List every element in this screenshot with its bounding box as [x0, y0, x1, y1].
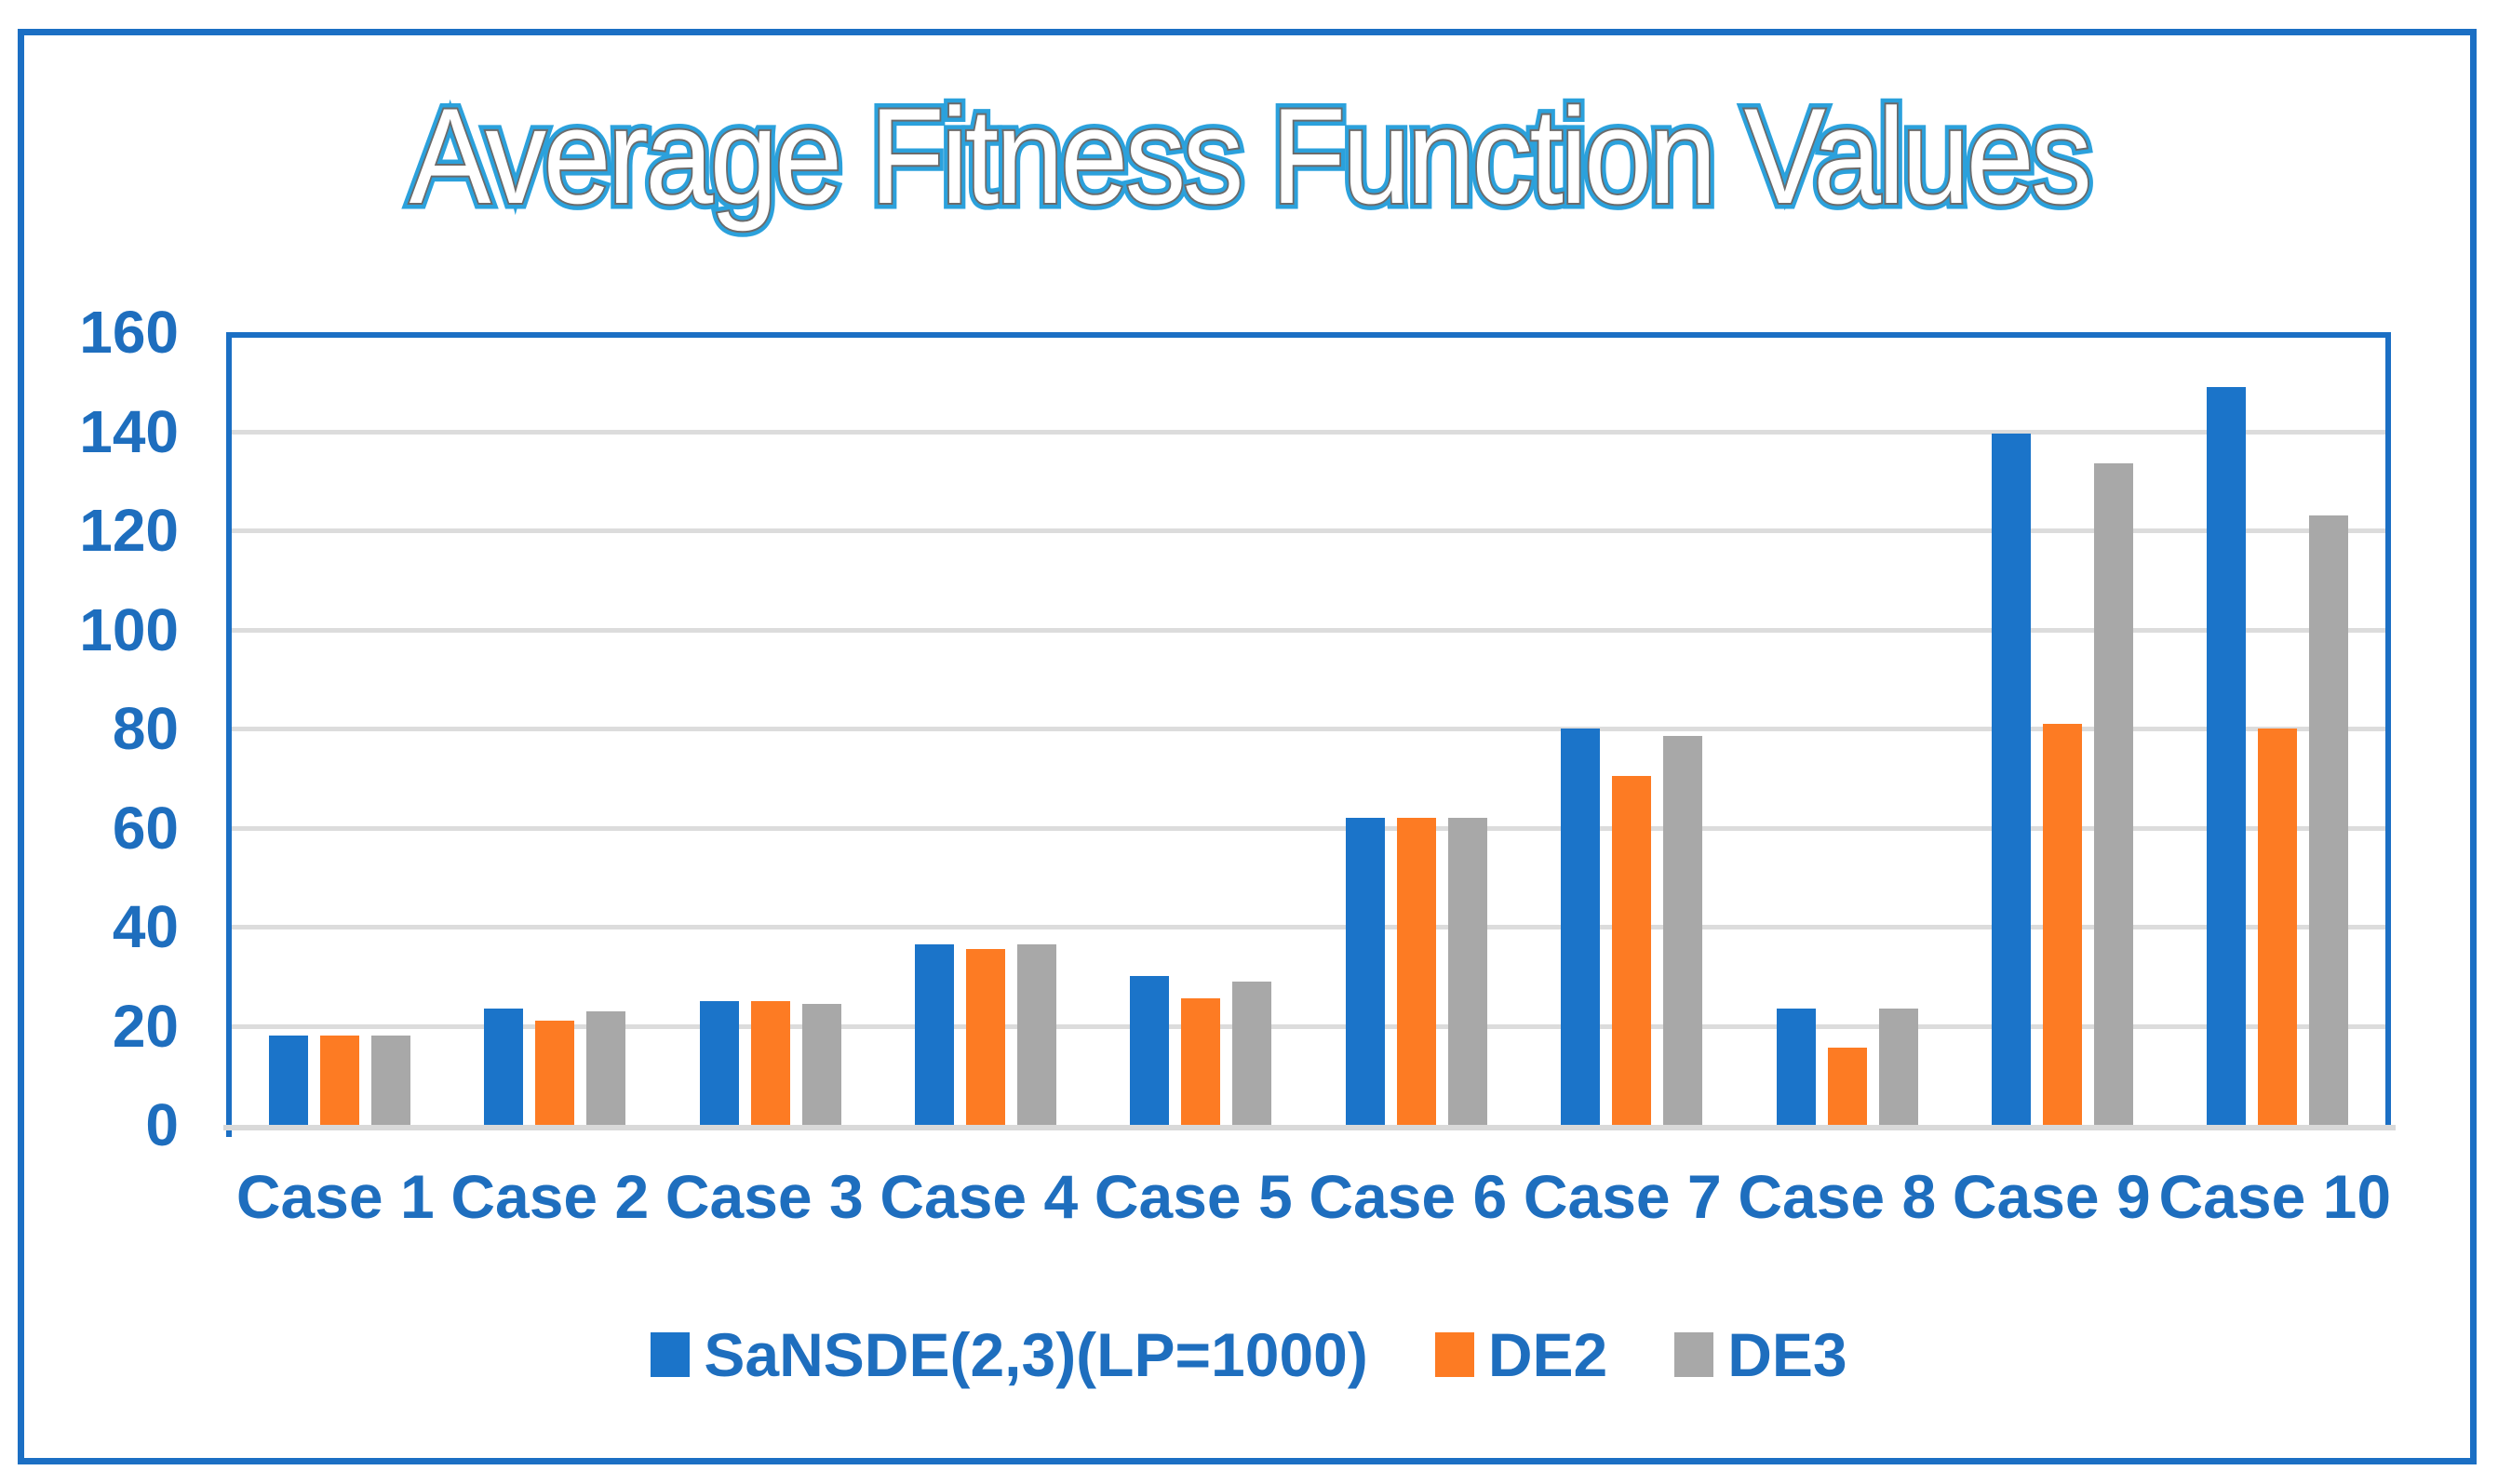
bar-sansde-2-3-lp-1000 — [1130, 976, 1170, 1125]
legend-item: DE2 — [1434, 1319, 1608, 1390]
chart-title-innerline-layer: Average Fitness Function Values — [408, 78, 2094, 234]
bar-sansde-2-3-lp-1000 — [2207, 387, 2247, 1125]
x-axis-label: Case 8 — [1738, 1162, 1937, 1231]
bar-de3 — [370, 1036, 410, 1125]
bar-de2 — [1181, 998, 1221, 1125]
bar-de2 — [1612, 776, 1652, 1125]
gridline — [232, 627, 2385, 633]
bar-sansde-2-3-lp-1000 — [1991, 434, 2031, 1125]
x-axis-label: Case 3 — [665, 1162, 864, 1231]
gridline — [232, 1023, 2385, 1029]
y-axis-label: 40 — [112, 893, 179, 960]
plot-border-right — [2385, 332, 2391, 1129]
bar-de2 — [319, 1036, 359, 1125]
bar-sansde-2-3-lp-1000 — [1561, 729, 1601, 1125]
bar-group-9 — [1954, 332, 2169, 1125]
legend-swatch — [1434, 1332, 1474, 1377]
gridline — [232, 925, 2385, 929]
bar-de2 — [2258, 729, 2298, 1125]
legend-label: DE2 — [1487, 1320, 1608, 1389]
bar-de3 — [2093, 463, 2133, 1125]
y-axis-label: 160 — [79, 299, 179, 366]
bar-de2 — [750, 1001, 790, 1125]
bar-de3 — [1232, 982, 1272, 1125]
plot-border-top — [226, 332, 2391, 338]
y-axis-label: 0 — [145, 1091, 179, 1158]
bar-de2 — [1396, 818, 1436, 1125]
bar-de3 — [1663, 736, 1703, 1125]
gridline — [232, 727, 2385, 731]
legend-swatch — [1674, 1332, 1714, 1377]
chart-title-fill-layer: Average Fitness Function Values — [409, 80, 2092, 232]
bar-sansde-2-3-lp-1000 — [699, 1001, 739, 1125]
bar-group-6 — [1309, 332, 1524, 1125]
bar-de2 — [1827, 1048, 1867, 1125]
bar-group-2 — [447, 332, 662, 1125]
y-axis-label: 20 — [112, 992, 179, 1060]
bar-group-3 — [663, 332, 878, 1125]
bar-de2 — [965, 949, 1005, 1125]
y-axis: 0 20 40 60 80 100 120 140 160 — [0, 0, 179, 1484]
x-axis-label: Case 10 — [2158, 1162, 2392, 1231]
legend-label: SaNSDE(2,3)(LP=1000) — [704, 1320, 1368, 1389]
x-axis-label: Case 6 — [1309, 1162, 1508, 1231]
x-axis-label: Case 2 — [450, 1162, 650, 1231]
gridline — [232, 528, 2385, 533]
chart-title: Average Fitness Function Values Average … — [404, 74, 2098, 238]
y-axis-label: 100 — [79, 595, 179, 663]
legend-item: DE3 — [1674, 1319, 1847, 1390]
x-axis-line — [223, 1125, 2396, 1130]
bar-groups — [232, 332, 2385, 1125]
plot-border-left — [226, 332, 232, 1137]
y-axis-label: 80 — [112, 695, 179, 762]
bar-group-10 — [2170, 332, 2385, 1125]
bar-de3 — [1447, 818, 1487, 1125]
bar-sansde-2-3-lp-1000 — [268, 1036, 308, 1125]
bar-de3 — [2309, 515, 2349, 1125]
x-axis-label: Case 7 — [1523, 1162, 1722, 1231]
bar-group-8 — [1739, 332, 1954, 1125]
x-axis-label: Case 1 — [235, 1162, 435, 1231]
bar-de3 — [1878, 1009, 1918, 1125]
y-axis-label: 140 — [79, 397, 179, 465]
x-axis-label: Case 9 — [1952, 1162, 2151, 1231]
bar-group-7 — [1524, 332, 1739, 1125]
legend-item: SaNSDE(2,3)(LP=1000) — [651, 1319, 1368, 1390]
bar-sansde-2-3-lp-1000 — [484, 1009, 524, 1125]
bar-de3 — [1016, 944, 1056, 1125]
bar-sansde-2-3-lp-1000 — [1776, 1009, 1816, 1125]
bar-de3 — [586, 1011, 626, 1125]
bar-group-1 — [232, 332, 447, 1125]
bar-group-4 — [878, 332, 1093, 1125]
bar-sansde-2-3-lp-1000 — [914, 944, 954, 1125]
bar-de2 — [2042, 724, 2082, 1125]
gridline — [232, 825, 2385, 831]
legend-swatch — [651, 1332, 691, 1377]
bar-de2 — [535, 1021, 575, 1125]
bar-group-5 — [1094, 332, 1309, 1125]
y-axis-label: 120 — [79, 497, 179, 564]
chart-title-outline-layer: Average Fitness Function Values — [404, 74, 2098, 238]
bar-sansde-2-3-lp-1000 — [1345, 818, 1385, 1125]
y-axis-label: 60 — [112, 794, 179, 862]
legend: SaNSDE(2,3)(LP=1000) DE2 DE3 — [24, 1319, 2474, 1390]
legend-label: DE3 — [1727, 1320, 1847, 1389]
bar-de3 — [801, 1004, 841, 1125]
gridline — [232, 429, 2385, 435]
x-axis-label: Case 5 — [1094, 1162, 1293, 1231]
x-axis: Case 1 Case 2 Case 3 Case 4 Case 5 Case 6 Case… — [228, 1161, 2391, 1232]
x-axis-label: Case 4 — [880, 1162, 1079, 1231]
